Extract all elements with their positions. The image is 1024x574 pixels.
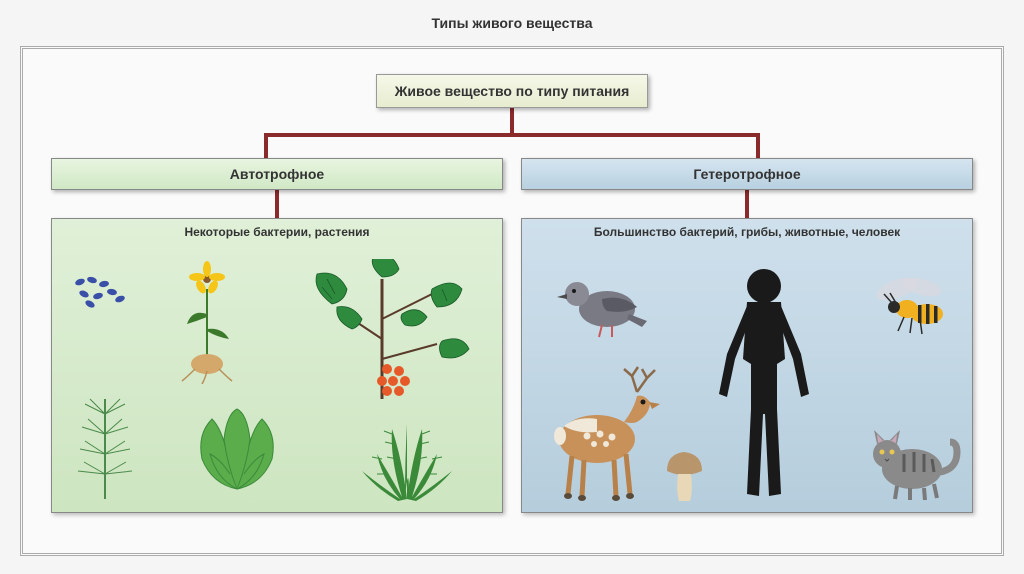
- flower-icon: [167, 259, 247, 389]
- panel-heterotroph: Большинство бактерий, грибы, животные, ч…: [521, 218, 973, 513]
- horsetail-icon: [70, 389, 140, 509]
- cat-icon: [862, 414, 962, 509]
- heterotroph-label: Гетеротрофное: [521, 158, 973, 190]
- branch-row: Автотрофное Некоторые бактерии, растения: [48, 158, 976, 513]
- branch-heterotroph: Гетеротрофное Большинство бактерий, гриб…: [521, 158, 973, 513]
- heterotroph-subtitle: Большинство бактерий, грибы, животные, ч…: [522, 219, 972, 239]
- mushroom-icon: [662, 449, 707, 509]
- lettuce-icon: [182, 404, 292, 504]
- autotroph-subtitle: Некоторые бактерии, растения: [52, 219, 502, 239]
- wasp-icon: [862, 269, 957, 349]
- bacteria-icon: [72, 274, 132, 309]
- connector-heterotroph: [521, 190, 973, 218]
- branch-autotroph: Автотрофное Некоторые бактерии, растения: [51, 158, 503, 513]
- pigeon-icon: [547, 259, 657, 349]
- page-title: Типы живого вещества: [20, 15, 1004, 31]
- connector-autotroph: [51, 190, 503, 218]
- autotroph-label: Автотрофное: [51, 158, 503, 190]
- root-node: Живое вещество по типу питания: [376, 74, 648, 108]
- diagram-frame: Живое вещество по типу питания Автотрофн…: [20, 46, 1004, 556]
- berry-plant-icon: [287, 259, 482, 414]
- human-icon: [707, 264, 822, 509]
- panel-autotroph: Некоторые бактерии, растения: [51, 218, 503, 513]
- connector-top: [52, 108, 972, 158]
- deer-icon: [542, 364, 677, 509]
- fern-icon: [332, 409, 482, 509]
